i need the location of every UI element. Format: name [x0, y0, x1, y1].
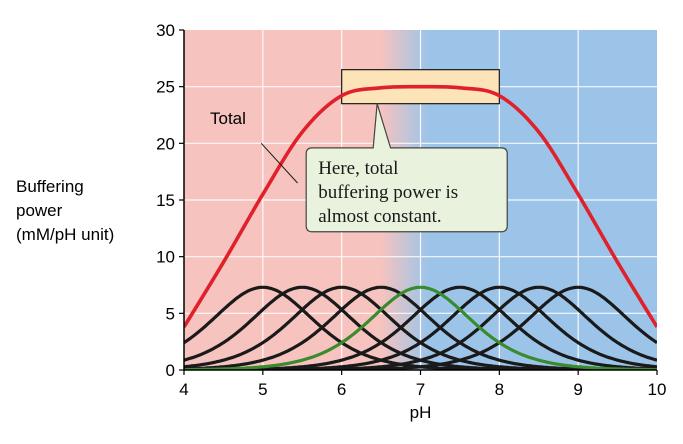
y-tick-label: 20 — [156, 134, 175, 153]
callout-line: almost constant. — [318, 206, 441, 227]
y-tick-label: 25 — [156, 78, 175, 97]
y-axis-label: Buffering power (mM/pH unit) — [16, 177, 114, 244]
callout-text: Here, total buffering power is almost co… — [318, 158, 463, 227]
y-axis-label-line: (mM/pH unit) — [16, 225, 114, 244]
callout-line: Here, total — [318, 158, 398, 179]
total-curve — [184, 84, 657, 328]
x-tick-label: 4 — [179, 380, 188, 399]
x-axis-label: pH — [410, 403, 432, 422]
total-label: Total — [210, 109, 246, 128]
y-tick-label: 10 — [156, 248, 175, 267]
x-tick-label: 5 — [258, 380, 267, 399]
buffer-curve-highlighted — [184, 285, 657, 370]
callout-line: buffering power is — [318, 182, 458, 203]
y-tick-label: 5 — [166, 304, 175, 323]
y-tick-label: 30 — [156, 21, 175, 40]
y-axis-label-line: Buffering — [16, 177, 84, 196]
x-tick-label: 7 — [416, 380, 425, 399]
tick-labels: 4 5 6 7 8 9 10 0 5 10 15 20 25 30 — [156, 21, 666, 399]
y-tick-label: 15 — [156, 191, 175, 210]
x-tick-label: 9 — [573, 380, 582, 399]
buffer-curve — [184, 285, 657, 370]
callout-box — [305, 103, 508, 233]
y-axis-label-line: power — [16, 201, 63, 220]
x-tick-label: 8 — [495, 380, 504, 399]
component-buffer-curves — [184, 285, 657, 370]
x-tick-label: 6 — [337, 380, 346, 399]
total-label-leader — [260, 142, 298, 184]
x-tick-label: 10 — [648, 380, 667, 399]
y-tick-label: 0 — [166, 361, 175, 380]
